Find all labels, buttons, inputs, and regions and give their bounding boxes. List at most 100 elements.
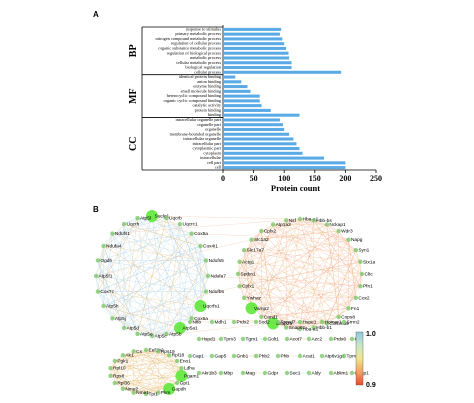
edge xyxy=(338,273,363,318)
node-label: Ndufa4 xyxy=(106,244,122,250)
x-axis-title: Protein count xyxy=(271,183,320,193)
network-node xyxy=(262,370,268,376)
node-label: Atp1a3 xyxy=(276,222,292,228)
edge xyxy=(151,223,181,337)
edge xyxy=(97,260,209,277)
category-label: primary metabolic process xyxy=(175,31,221,36)
edge xyxy=(95,223,181,277)
category-label: cytoplasm xyxy=(203,150,221,155)
edges xyxy=(95,215,363,395)
node-label: Atp5b xyxy=(169,331,182,337)
network-node xyxy=(284,370,290,376)
node-label: Aldy xyxy=(312,371,322,377)
edge xyxy=(112,233,181,329)
edge xyxy=(103,260,207,307)
category-label: intracellular xyxy=(200,155,221,160)
edge xyxy=(122,354,178,384)
edge xyxy=(261,220,287,318)
node-label: Cplx1 xyxy=(242,284,255,290)
node-label: Cand1 xyxy=(264,315,278,321)
edge xyxy=(137,217,207,292)
network-node xyxy=(249,237,254,242)
edge xyxy=(123,223,153,337)
edge xyxy=(137,217,192,234)
edge xyxy=(338,230,363,275)
network-node xyxy=(166,352,172,358)
node-label: Cox5a xyxy=(194,231,208,237)
node-label: Ablim1 xyxy=(334,371,349,377)
network-node xyxy=(245,302,258,315)
edge xyxy=(151,215,301,220)
edge xyxy=(261,230,339,318)
edge xyxy=(123,215,153,329)
network-node xyxy=(341,353,347,359)
edge xyxy=(251,218,301,309)
network-node xyxy=(177,221,183,227)
edge xyxy=(123,223,207,292)
network-node xyxy=(156,390,161,395)
edge xyxy=(251,273,363,309)
network-node xyxy=(324,222,330,227)
network-node xyxy=(143,391,149,397)
network-node xyxy=(297,216,303,222)
edge xyxy=(286,220,327,225)
edge xyxy=(114,382,170,390)
edge xyxy=(97,291,201,307)
node-label: Golt1 xyxy=(268,337,280,343)
edge xyxy=(272,224,356,298)
category-label: protein binding xyxy=(195,107,222,112)
node-label: Atp5a1 xyxy=(183,325,199,331)
network-node xyxy=(110,316,115,321)
edge xyxy=(110,375,134,393)
node-label: Sptbn1 xyxy=(241,272,257,278)
edge xyxy=(200,260,207,307)
edge xyxy=(145,349,159,393)
node-label: Snap91 xyxy=(289,325,306,331)
node-label: Cox4i1 xyxy=(203,244,218,250)
node-label: Nckap1 xyxy=(329,222,346,228)
node-label: Sod2 xyxy=(259,320,271,326)
network-node xyxy=(120,386,126,392)
node-label: Suclg1 xyxy=(155,214,170,220)
node-label: Azc2 xyxy=(312,337,323,343)
network-node xyxy=(131,349,136,354)
edge xyxy=(97,291,153,337)
edge xyxy=(151,215,167,334)
node-label: Prdx2 xyxy=(237,320,250,326)
edge xyxy=(191,233,207,292)
node-label: Tgm1 xyxy=(246,337,259,343)
node-label: Prdx6 xyxy=(334,337,347,343)
network-node xyxy=(231,319,237,325)
network-node xyxy=(359,271,365,277)
edge xyxy=(286,239,349,328)
category-label: identical protein binding xyxy=(179,74,222,79)
category-label: intracellular part xyxy=(192,141,221,146)
edge xyxy=(244,249,349,309)
edge xyxy=(244,250,328,324)
network-node xyxy=(209,319,215,325)
edge xyxy=(145,351,159,395)
edge xyxy=(97,215,153,261)
bar xyxy=(223,70,342,74)
category-label: cellular process xyxy=(194,69,221,74)
node-label: Atp5c xyxy=(155,334,168,340)
panel-label-a: A xyxy=(93,10,99,19)
node-label: Hbb-bs xyxy=(316,218,332,224)
node-label: Vamp2 xyxy=(254,306,269,312)
colorbar-min-label: 0.9 xyxy=(366,382,376,389)
edge xyxy=(95,245,201,277)
edge xyxy=(145,368,182,395)
node-label: Ndufa7 xyxy=(211,274,227,280)
category-label: binding xyxy=(208,112,222,117)
edge xyxy=(114,360,178,384)
edge xyxy=(122,355,159,393)
edge xyxy=(251,220,314,309)
bar xyxy=(223,85,248,89)
edge xyxy=(239,261,274,324)
edge xyxy=(110,368,159,393)
bar xyxy=(223,166,346,170)
category-label: regulation of cellular process xyxy=(171,41,221,46)
network-node xyxy=(174,358,180,364)
bar xyxy=(223,61,292,65)
